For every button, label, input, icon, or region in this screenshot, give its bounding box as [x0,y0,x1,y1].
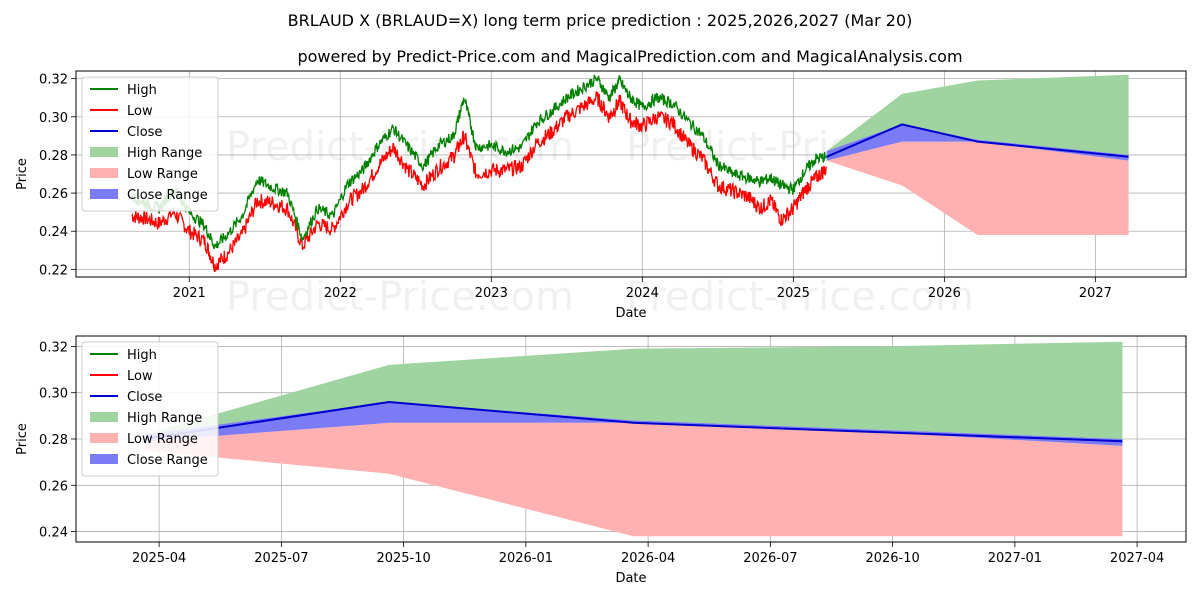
x-tick-label: 2025-04 [132,551,186,566]
x-tick-label: 2024 [626,286,659,301]
legend-patch-swatch [90,412,118,422]
y-tick-label: 0.24 [39,526,68,541]
x-tick-label: 2027-01 [988,551,1042,566]
x-tick-label: 2026-10 [865,551,919,566]
y-axis-label: Price [15,158,30,190]
close-series-line [144,400,1123,443]
legend-entry-label: High [127,83,157,98]
x-tick-label: 2027-04 [1110,551,1164,566]
x-tick-label: 2026 [928,286,961,301]
y-tick-label: 0.28 [39,433,68,448]
legend-entry-label: Close Range [127,188,208,203]
plot-area [131,74,1129,273]
y-tick-label: 0.26 [39,479,68,494]
x-tick-label: 2022 [324,286,357,301]
legend-entry-label: Low [127,104,153,119]
y-tick-label: 0.30 [39,111,68,126]
legend-entry-label: High Range [127,411,202,426]
chart-title: BRLAUD X (BRLAUD=X) long term price pred… [288,11,913,30]
legend-entry-label: Close Range [127,453,208,468]
legend-patch-swatch [90,147,118,157]
close-range-band [144,402,1123,446]
legend-entry-label: High [127,348,157,363]
plot-area [144,341,1123,537]
low-range-band [144,422,1123,537]
x-tick-label: 2023 [475,286,508,301]
legend-entry-label: Low Range [127,432,198,447]
high-series-line [131,74,827,250]
close-series-line [826,123,1129,158]
watermark-text: Predict-Price.com [626,274,974,320]
x-tick-label: 2026-07 [743,551,797,566]
y-tick-label: 0.30 [39,387,68,402]
y-tick-label: 0.22 [39,263,68,278]
high-range-band [144,341,1123,439]
y-axis-label: Price [15,423,30,455]
low-series-line [131,91,828,273]
y-tick-label: 0.32 [39,73,68,88]
legend-patch-swatch [90,433,118,443]
y-tick-label: 0.28 [39,149,68,164]
legend-patch-swatch [90,168,118,178]
watermark-text: Predict-Price.com [226,274,574,320]
legend-entry-label: Low Range [127,167,198,182]
y-tick-label: 0.26 [39,187,68,202]
x-tick-label: 2027 [1079,286,1112,301]
plot-frame [75,335,1187,543]
plot-frame [75,70,1187,278]
legend-entry-label: High Range [127,146,202,161]
close-range-band [826,124,1129,161]
chart-subtitle: powered by Predict-Price.com and Magical… [297,47,962,66]
x-tick-label: 2025 [777,286,810,301]
x-axis-label: Date [615,571,646,586]
low-range-band [826,141,1129,235]
legend-patch-swatch [90,454,118,464]
legend-patch-swatch [90,189,118,199]
legend-entry-label: Close [127,390,162,405]
x-axis-label: Date [615,306,646,321]
x-tick-label: 2025-10 [376,551,430,566]
x-tick-label: 2026-01 [499,551,553,566]
x-tick-label: 2025-07 [254,551,308,566]
legend-entry-label: Close [127,125,162,140]
x-tick-label: 2026-04 [621,551,675,566]
y-tick-label: 0.24 [39,225,68,240]
high-range-band [826,74,1129,155]
legend-entry-label: Low [127,369,153,384]
y-tick-label: 0.32 [39,340,68,355]
x-tick-label: 2021 [173,286,206,301]
